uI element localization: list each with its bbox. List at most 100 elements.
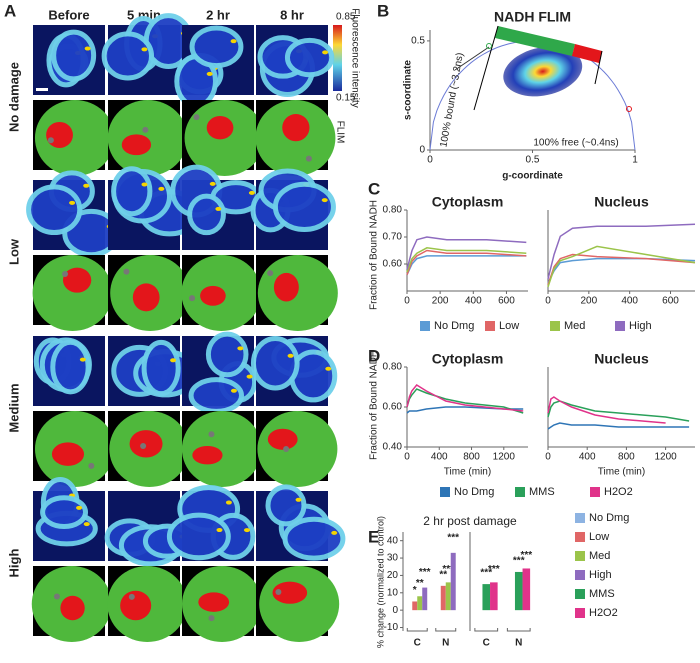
x-tick-label: 0.5 (526, 155, 540, 166)
y-tick-label: 0.80 (383, 362, 403, 373)
cell (50, 339, 91, 395)
flim-label: FLIM (334, 121, 345, 144)
significance: * (413, 585, 417, 596)
row-label: Medium (6, 383, 21, 432)
x-tick-label: 0 (545, 452, 551, 463)
legend-swatch (485, 321, 495, 331)
legend-label: Med (564, 320, 585, 332)
panel-label: B (377, 1, 389, 20)
cell-hotspot (321, 198, 328, 203)
legend-label: Low (499, 320, 519, 332)
free-bar (572, 44, 602, 63)
series-line (547, 422, 690, 430)
flim-speck (128, 593, 135, 600)
row-label: No damage (6, 62, 21, 132)
legend-label: No Dmg (589, 512, 629, 524)
chart-title: Cytoplasm (432, 194, 504, 210)
cell-hotspot (69, 200, 76, 205)
series-line (406, 388, 524, 414)
row-label: High (6, 549, 21, 578)
significance: *** (513, 556, 525, 567)
flim-speck (193, 114, 200, 121)
bar (445, 582, 451, 611)
cell-hotspot (325, 366, 332, 371)
significance: *** (447, 532, 459, 543)
y-tick-label: -10 (384, 622, 399, 633)
cell-hotspot (170, 358, 177, 363)
x-tick-label: 400 (431, 452, 448, 463)
cell-hotspot (141, 182, 148, 187)
x-tick-label: 0 (545, 296, 551, 307)
bar-edge (594, 50, 603, 85)
panel-label: D (368, 346, 380, 365)
panel-label: A (4, 1, 16, 20)
cell-hotspot (209, 181, 216, 186)
flim-speck (189, 295, 196, 302)
category-bracket (435, 628, 457, 632)
cell-hotspot (216, 528, 223, 533)
legend-label: High (629, 320, 652, 332)
x-axis-label: g-coordinate (502, 171, 563, 182)
y-tick-label: 30 (387, 553, 399, 564)
series-line (547, 396, 666, 424)
x-axis-label: Time (min) (444, 467, 491, 478)
legend-swatch (575, 589, 585, 599)
scale-bar (36, 88, 48, 91)
bound-bar (495, 26, 575, 56)
legend-swatch (550, 321, 560, 331)
x-tick-label: 200 (432, 296, 449, 307)
phasor-cloud (503, 46, 583, 97)
series-line (406, 249, 527, 276)
legend-label: H2O2 (604, 486, 633, 498)
colorbar-min: 0.15 (336, 93, 356, 104)
flim-speck (283, 445, 290, 452)
cell (189, 25, 244, 69)
colorbar (333, 25, 342, 91)
y-tick-label: 0.70 (383, 232, 403, 243)
significance: *** (480, 568, 492, 579)
cell (188, 377, 245, 414)
series-line (406, 247, 527, 273)
flim-nucleus (62, 267, 92, 293)
significance: *** (488, 564, 500, 575)
cell-hotspot (84, 46, 91, 51)
flim-nucleus (120, 590, 152, 621)
flim-cell (257, 411, 338, 487)
y-tick-label: 20 (387, 570, 399, 581)
flim-nucleus (267, 428, 298, 450)
significance: ** (439, 569, 447, 580)
category-bracket (506, 628, 531, 632)
column-header: Before (48, 7, 89, 22)
y-axis-label: % change (normalized to control) (375, 516, 385, 648)
flim-nucleus (129, 430, 163, 458)
flim-nucleus (132, 283, 160, 312)
flim-speck (53, 593, 60, 600)
cell-hotspot (141, 47, 148, 52)
x-tick-label: 400 (579, 452, 596, 463)
y-tick-label: 0.40 (383, 442, 403, 453)
bar (514, 571, 523, 611)
row-label: Low (6, 238, 21, 265)
annotation: 100% bound (~3.2ns) (438, 52, 465, 148)
flim-speck (47, 137, 54, 144)
cell-hotspot (230, 39, 237, 44)
cell (282, 516, 346, 561)
legend-swatch (515, 487, 525, 497)
cell-hotspot (158, 186, 165, 191)
chart-title: Nucleus (594, 194, 649, 210)
x-tick-label: N (515, 638, 522, 649)
series-line (406, 255, 527, 276)
legend-swatch (440, 487, 450, 497)
cell-hotspot (79, 357, 86, 362)
cell-hotspot (243, 528, 250, 533)
flim-cell (181, 411, 262, 487)
cell-hotspot (322, 50, 329, 55)
series-line (547, 223, 696, 280)
flim-speck (208, 431, 215, 438)
bar (412, 601, 418, 611)
bar (440, 585, 446, 611)
legend-swatch (575, 551, 585, 561)
cell (101, 31, 155, 81)
flim-speck (140, 442, 147, 449)
